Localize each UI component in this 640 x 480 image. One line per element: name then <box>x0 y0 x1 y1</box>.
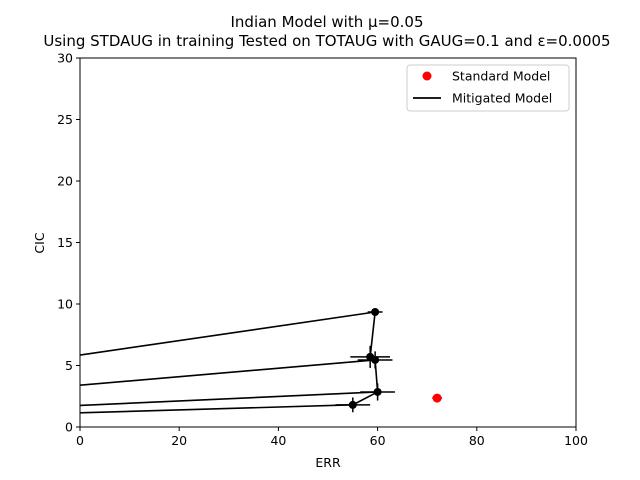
mitigated-line-1 <box>79 311 376 356</box>
chart-subtitle: Using STDAUG in training Tested on TOTAU… <box>43 32 610 50</box>
y-tick-label-6: 30 <box>57 51 73 66</box>
y-tick-label-0: 0 <box>65 420 73 435</box>
mitigated-line-2 <box>79 359 376 386</box>
x-tick-label-4: 80 <box>469 433 485 448</box>
mitigated-line-3 <box>79 391 378 407</box>
standard-model-point <box>432 393 442 403</box>
x-tick-label-0: 0 <box>76 433 84 448</box>
plot-area <box>79 307 443 414</box>
plot-frame <box>79 57 577 428</box>
chart-title: Indian Model with μ=0.05 <box>231 13 424 31</box>
x-axis-label: ERR <box>315 455 341 470</box>
y-tick-label-1: 5 <box>65 358 73 373</box>
x-tick-label-1: 20 <box>171 433 187 448</box>
mitigated-point-3 <box>371 355 380 364</box>
y-axis: 0 5 10 15 20 25 30 <box>57 51 80 435</box>
legend: Standard Model Mitigated Model <box>406 64 570 112</box>
mitigated-line-4 <box>79 404 353 414</box>
x-tick-label-5: 100 <box>564 433 588 448</box>
mitigated-point-4 <box>373 387 382 396</box>
legend-standard-marker <box>422 71 432 81</box>
y-tick-label-5: 25 <box>57 112 73 127</box>
x-tick-label-3: 60 <box>370 433 386 448</box>
y-tick-label-4: 20 <box>57 174 73 189</box>
mitigated-point-1 <box>371 307 380 316</box>
y-tick-label-2: 10 <box>57 297 73 312</box>
mitigated-point-5 <box>348 400 357 409</box>
x-axis: 0 20 40 60 80 100 <box>76 427 588 448</box>
y-tick-label-3: 15 <box>57 235 73 250</box>
legend-box <box>406 64 570 112</box>
x-tick-label-2: 40 <box>270 433 286 448</box>
y-axis-label: CIC <box>32 232 47 253</box>
legend-mitigated-label: Mitigated Model <box>452 91 552 106</box>
legend-standard-label: Standard Model <box>452 69 550 84</box>
